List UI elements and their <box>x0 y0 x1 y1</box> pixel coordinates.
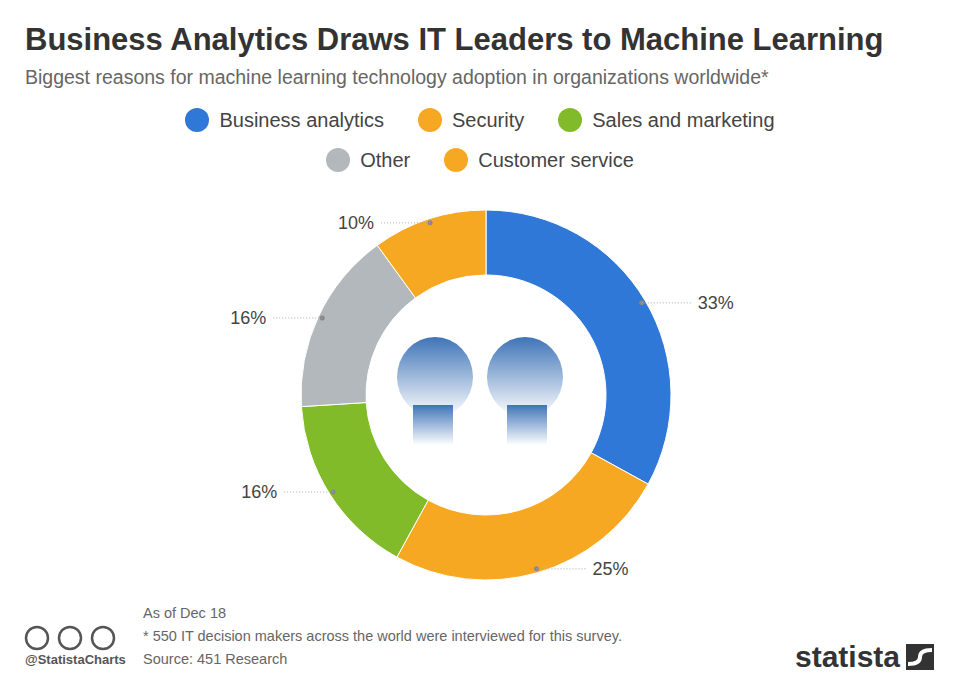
html-text:@StatistaCharts: @StatistaCharts <box>25 652 126 667</box>
html-text:Business analytics: Business analytics <box>219 108 384 131</box>
html-text:Other: Other <box>360 148 411 171</box>
html-text:Biggest reasons for machine le: Biggest reasons for machine learning tec… <box>25 66 769 88</box>
html-text:Sales and marketing: Sales and marketing <box>592 108 775 131</box>
html-text:statista: statista <box>795 640 900 673</box>
html-text:Business Analytics Draws IT Le: Business Analytics Draws IT Leaders to M… <box>25 22 884 57</box>
html-text:Security: Security <box>452 108 525 131</box>
svg-text:33%: 33% <box>698 293 734 313</box>
svg-text:16%: 16% <box>241 482 277 502</box>
svg-text:10%: 10% <box>338 213 374 233</box>
html-text:Source: 451 Research: Source: 451 Research <box>143 651 288 667</box>
svg-text:16%: 16% <box>230 308 266 328</box>
html-text:As of Dec 18: As of Dec 18 <box>143 605 226 621</box>
html-text:* 550 IT decision makers acros: * 550 IT decision makers across the worl… <box>143 628 622 644</box>
html-text:Customer service: Customer service <box>478 148 634 171</box>
svg-text:25%: 25% <box>592 559 628 579</box>
